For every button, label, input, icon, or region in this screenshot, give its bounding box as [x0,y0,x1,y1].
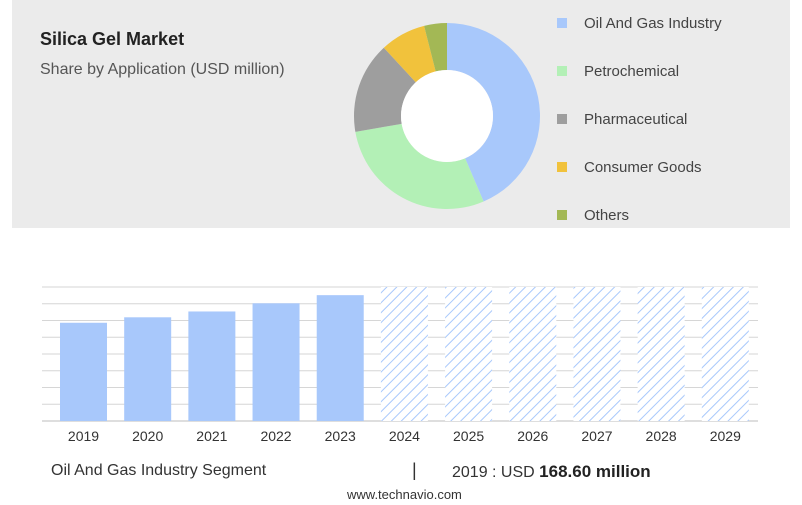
forecast-bar-2029 [701,287,749,421]
forecast-bar-2026 [509,287,557,421]
donut-slice-3 [383,25,436,83]
x-tick-label: 2022 [260,428,291,444]
x-tick-label: 2028 [646,428,677,444]
chart-title: Silica Gel Market [40,29,185,49]
x-tick-label: 2019 [68,428,99,444]
legend-item-petrochemical: Petrochemical [557,62,679,80]
x-tick-label: 2027 [581,428,612,444]
legend-item-pharmaceutical: Pharmaceutical [557,110,687,128]
legend-swatch [557,114,567,124]
legend-swatch [557,18,567,28]
legend-label: Petrochemical [584,62,680,80]
legend-label: Others [584,206,630,224]
legend-label: Pharmaceutical [584,110,688,128]
forecast-bar-2027 [573,287,621,421]
donut-slice-1 [355,123,484,209]
legend-label: Oil And Gas Industry [584,14,722,32]
bar-2021 [188,311,236,421]
bar-2022 [252,303,300,421]
watermark: www.technavio.com [347,487,462,502]
bar-2020 [124,317,172,421]
legend-label: Consumer Goods [584,158,702,176]
x-tick-label: 2021 [196,428,227,444]
forecast-bar-2024 [380,287,428,421]
legend-item-others: Others [557,206,629,224]
x-tick-label: 2024 [389,428,420,444]
footer-separator: | [412,460,417,480]
donut-chart [354,23,541,209]
donut-slice-4 [424,23,447,72]
x-tick-label: 2026 [517,428,548,444]
segment-label: Oil And Gas Industry Segment [51,462,267,479]
segment-value-amount: 168.60 million [539,462,651,481]
segment-value-prefix: 2019 : USD [452,464,540,481]
bar-2023 [316,295,364,421]
segment-value: 2019 : USD 168.60 million [452,462,651,482]
forecast-bar-2028 [637,287,685,421]
donut-slice-2 [354,47,416,132]
x-tick-label: 2020 [132,428,163,444]
donut-hole [401,70,493,162]
legend-item-oil-and-gas: Oil And Gas Industry [557,14,722,32]
chart-subtitle: Share by Application (USD million) [40,61,285,78]
legend-swatch [557,162,567,172]
forecast-bar-2025 [445,287,493,421]
legend-swatch [557,210,567,220]
donut-slice-0 [447,23,541,202]
legend-swatch [557,66,567,76]
legend-item-consumer-goods: Consumer Goods [557,158,702,176]
bar-2019 [60,322,107,421]
x-tick-label: 2029 [710,428,741,444]
bar-chart: 2019 2020 2021 2022 2023 2024 2025 2026 2027 2028… [42,286,758,444]
x-tick-label: 2025 [453,428,484,444]
x-tick-label: 2023 [325,428,356,444]
